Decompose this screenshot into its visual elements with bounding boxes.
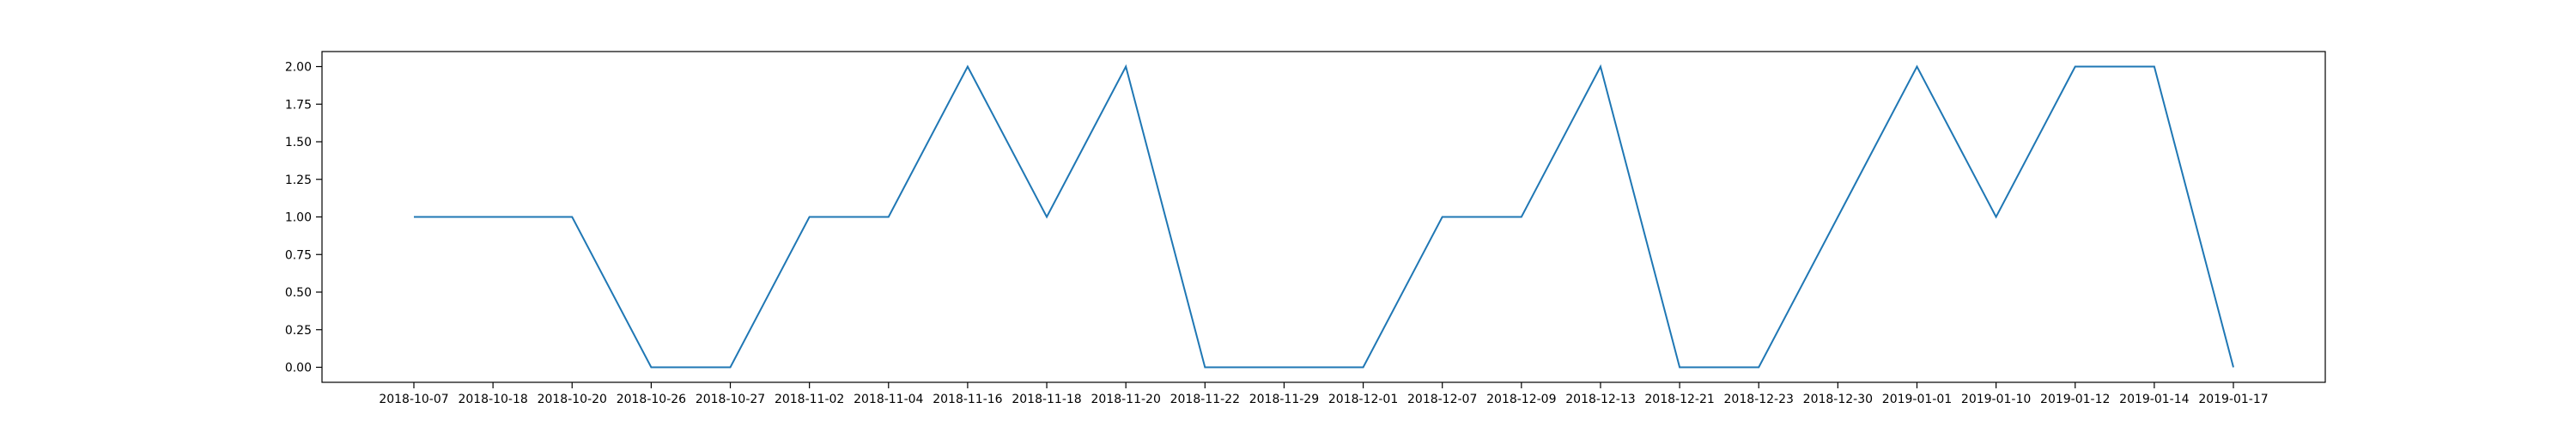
x-tick-label: 2019-01-10	[1961, 393, 2031, 406]
x-tick-label: 2018-12-30	[1803, 393, 1873, 406]
y-tick-label: 0.50	[285, 286, 312, 300]
x-tick-label: 2018-11-29	[1249, 393, 1319, 406]
x-tick-label: 2019-01-01	[1882, 393, 1952, 406]
x-tick-label: 2019-01-17	[2198, 393, 2268, 406]
series-group	[414, 66, 2233, 367]
y-tick-label: 1.25	[285, 174, 312, 187]
x-tick-label: 2018-11-02	[775, 393, 844, 406]
x-tick-label: 2018-12-13	[1565, 393, 1635, 406]
x-tick-label: 2019-01-14	[2119, 393, 2189, 406]
x-tick-label: 2018-11-22	[1170, 393, 1240, 406]
y-tick-label: 1.50	[285, 136, 312, 149]
y-tick-label: 1.00	[285, 211, 312, 225]
x-tick-label: 2019-01-12	[2040, 393, 2110, 406]
y-tick-label: 0.75	[285, 248, 312, 262]
x-axis: 2018-10-07 2018-10-18 2018-10-20 2018-10-26…	[379, 382, 2268, 406]
x-tick-label: 2018-11-16	[933, 393, 1002, 406]
series-line	[414, 67, 2233, 368]
y-tick-label: 0.00	[285, 362, 312, 375]
x-tick-label: 2018-11-18	[1012, 393, 1081, 406]
y-tick-label: 1.75	[285, 98, 312, 112]
y-tick-label: 2.00	[285, 61, 312, 75]
x-tick-label: 2018-10-20	[538, 393, 607, 406]
x-tick-label: 2018-10-27	[696, 393, 765, 406]
x-tick-label: 2018-12-07	[1407, 393, 1477, 406]
x-tick-label: 2018-11-04	[854, 393, 923, 406]
x-tick-label: 2018-10-26	[617, 393, 686, 406]
x-tick-label: 2018-12-21	[1644, 393, 1714, 406]
x-tick-label: 2018-12-23	[1724, 393, 1794, 406]
y-axis: 0.00 0.25 0.50 0.75 1.00 1.25 1.50 1.75 2.00	[285, 61, 322, 375]
x-tick-label: 2018-10-07	[379, 393, 448, 406]
x-tick-label: 2018-12-09	[1486, 393, 1556, 406]
x-tick-label: 2018-12-01	[1328, 393, 1398, 406]
plot-frame	[322, 52, 2325, 382]
y-tick-label: 0.25	[285, 324, 312, 338]
x-tick-label: 2018-10-18	[458, 393, 527, 406]
x-tick-label: 2018-11-20	[1091, 393, 1160, 406]
